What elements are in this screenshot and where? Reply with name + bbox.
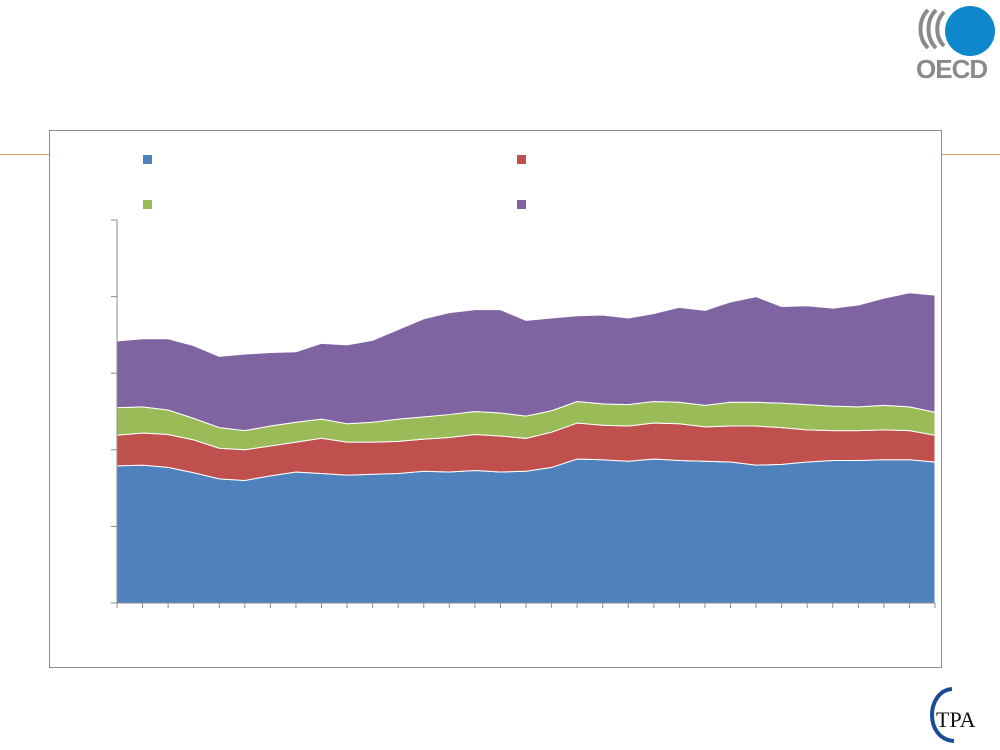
oecd-logo: [918, 6, 995, 56]
oecd-arc-3: [935, 10, 946, 48]
oecd-circle: [945, 6, 995, 56]
legend-swatch-1: [143, 155, 152, 164]
oecd-arc-1: [918, 8, 930, 50]
ctpa-logo: TPA: [930, 687, 976, 743]
legend-item-3: [143, 200, 158, 209]
oecd-arc-2: [926, 8, 938, 50]
ctpa-c-arc: [930, 687, 955, 743]
ctpa-text: TPA: [936, 707, 976, 732]
oecd-wordmark: OECD: [916, 54, 988, 84]
area-series-4: [116, 292, 936, 432]
legend-swatch-4: [517, 200, 526, 209]
legend-swatch-2: [517, 155, 526, 164]
header-rule-left: [0, 154, 50, 155]
legend-swatch-3: [143, 200, 152, 209]
legend-item-2: [517, 155, 532, 164]
legend-item-1: [143, 155, 158, 164]
header-rule-right: [940, 154, 1000, 155]
legend-item-4: [517, 200, 532, 209]
